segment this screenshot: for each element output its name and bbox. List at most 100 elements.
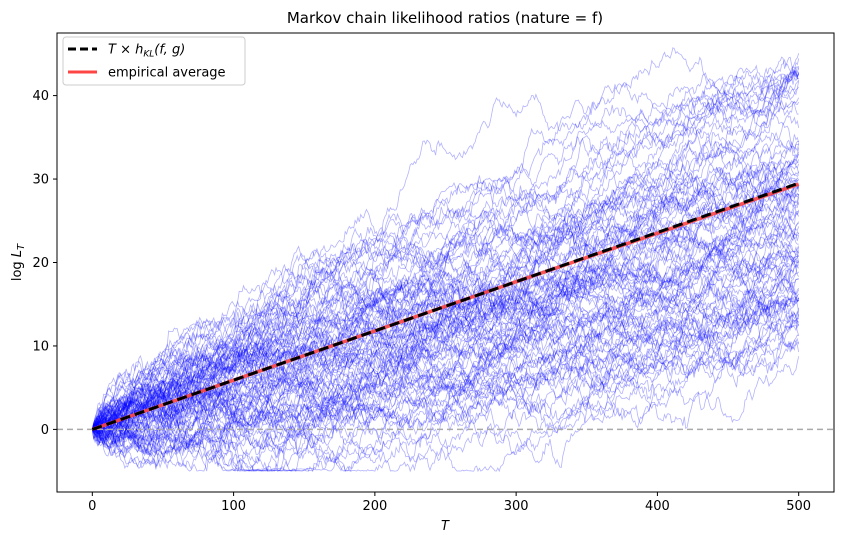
simulated-path — [91, 70, 800, 430]
simulated-path — [92, 269, 800, 448]
simulated-path — [91, 211, 800, 445]
simulated-path — [92, 311, 800, 458]
simulated-path — [91, 184, 800, 443]
axes: 0 100 200 300 400 500 0 10 20 30 40 — [32, 32, 835, 514]
simulated-path — [91, 230, 800, 439]
simulated-path — [92, 165, 800, 430]
simulated-paths — [91, 47, 800, 473]
simulated-path — [91, 326, 799, 456]
simulated-path — [91, 95, 800, 430]
simulated-path — [91, 228, 800, 433]
simulated-path — [92, 121, 799, 454]
simulated-path — [91, 56, 799, 430]
simulated-path — [92, 250, 800, 456]
simulated-path — [91, 175, 800, 435]
simulated-path — [91, 308, 799, 443]
x-tick-label: 400 — [645, 499, 670, 514]
simulated-path — [92, 162, 800, 439]
x-axis-label: T — [441, 519, 450, 534]
x-tick-label: 0 — [88, 499, 96, 514]
simulated-path — [92, 298, 800, 447]
simulated-path — [91, 314, 799, 435]
simulated-path — [92, 223, 800, 438]
simulated-path — [91, 237, 799, 438]
simulated-path — [91, 250, 800, 430]
simulated-path — [91, 171, 800, 430]
y-tick-label: 40 — [32, 89, 49, 104]
simulated-path — [91, 356, 800, 472]
simulated-path — [91, 64, 800, 430]
legend-box — [62, 36, 246, 86]
simulated-path — [91, 300, 800, 473]
simulated-path — [92, 297, 799, 473]
simulated-path — [92, 201, 800, 437]
simulated-path — [91, 185, 800, 437]
legend-label: T × hKL(f, g) — [108, 43, 185, 60]
simulated-path — [91, 319, 799, 472]
simulated-path — [91, 285, 800, 440]
simulated-path — [91, 47, 800, 441]
simulated-path — [91, 278, 799, 464]
simulated-path — [91, 69, 799, 444]
x-tick-label: 500 — [786, 499, 811, 514]
simulated-path — [91, 163, 800, 437]
legend: T × hKL(f, g) empirical average — [62, 36, 246, 86]
simulated-path — [92, 209, 799, 454]
simulated-path — [91, 254, 800, 430]
simulated-path — [92, 278, 800, 470]
simulated-path — [92, 66, 800, 439]
y-tick-label: 30 — [32, 173, 49, 188]
simulated-path — [92, 193, 800, 440]
simulated-path — [91, 166, 800, 457]
simulated-path — [91, 318, 800, 472]
simulated-path — [91, 177, 799, 437]
simulated-path — [91, 254, 799, 439]
simulated-path — [91, 284, 800, 430]
simulated-path — [91, 200, 799, 430]
simulated-path — [91, 299, 800, 450]
chart-title: Markov chain likelihood ratios (nature =… — [287, 9, 603, 27]
y-tick-label: 0 — [41, 423, 49, 438]
simulated-path — [91, 132, 800, 430]
simulated-path — [91, 56, 800, 434]
simulated-path — [92, 230, 800, 430]
simulated-path — [92, 140, 800, 434]
simulated-path — [92, 203, 800, 450]
simulated-path — [92, 156, 799, 432]
simulated-path — [91, 232, 799, 470]
simulated-path — [91, 265, 799, 444]
simulated-path — [91, 158, 800, 435]
x-tick-label: 100 — [221, 499, 246, 514]
series-lines — [91, 181, 800, 432]
simulated-path — [91, 146, 800, 439]
simulated-path — [91, 140, 799, 432]
simulated-path — [92, 222, 799, 462]
simulated-path — [91, 296, 800, 435]
simulated-path — [91, 308, 800, 472]
theoretical-line — [91, 181, 800, 431]
simulated-path — [92, 151, 800, 432]
simulated-path — [92, 298, 800, 472]
simulated-path — [92, 295, 800, 453]
simulated-path — [92, 235, 800, 443]
simulated-path — [91, 158, 800, 430]
simulated-path — [91, 257, 799, 453]
simulated-path — [91, 181, 800, 469]
simulated-path — [91, 69, 800, 430]
simulated-path — [91, 324, 800, 472]
simulated-path — [92, 243, 800, 432]
simulated-path — [91, 145, 800, 430]
y-axis-label: log LT — [10, 243, 27, 281]
simulated-path — [91, 70, 799, 432]
simulated-path — [91, 158, 799, 451]
simulated-path — [92, 241, 800, 457]
simulated-path — [92, 153, 800, 431]
x-tick-label: 200 — [362, 499, 387, 514]
y-tick-label: 10 — [32, 339, 49, 354]
simulated-path — [91, 79, 800, 448]
legend-label: empirical average — [108, 66, 226, 81]
simulated-path — [91, 94, 800, 437]
simulated-path — [91, 113, 800, 452]
